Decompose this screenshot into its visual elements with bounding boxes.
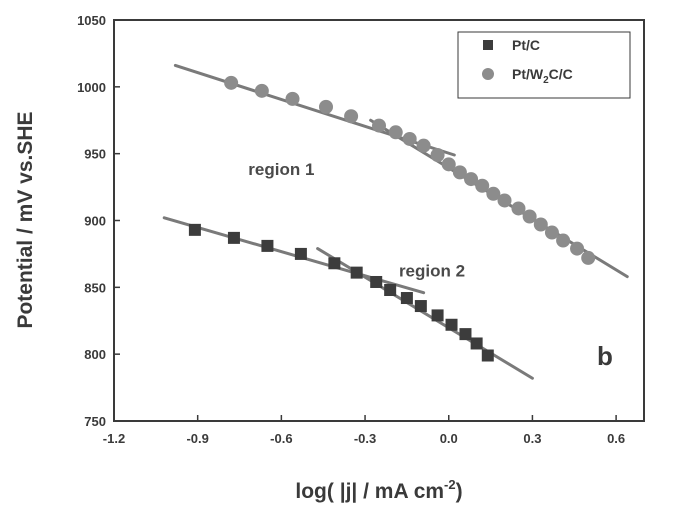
annotation-region-1: region 1 [248,160,314,179]
pt-c-point [384,284,397,297]
annotation-region-2: region 2 [399,262,465,281]
pt-w2c-c-point [285,91,300,106]
x-tick-label: 0.6 [607,431,625,446]
legend-marker-pt-w2c-c [482,68,494,80]
pt-w2c-c-point [464,172,479,187]
pt-w2c-c-point [486,186,501,201]
pt-c-point [261,239,274,252]
panel-label: b [597,341,613,371]
pt-w2c-c-point [581,250,596,265]
x-tick-label: -0.3 [354,431,376,446]
y-tick-label: 800 [84,347,106,362]
pt-w2c-c-point [441,157,456,172]
data-marks [188,75,596,362]
pt-w2c-c-point [388,125,403,140]
pt-w2c-c-point [430,148,445,163]
pt-w2c-c-point [556,233,571,248]
x-axis-ticks: -1.2 -0.9 -0.6 -0.3 0.0 0.3 0.6 [103,415,625,446]
pt-c-point [414,300,427,313]
pt-c-point [328,257,341,270]
pt-w2c-c-point [254,83,269,98]
y-tick-label: 1000 [77,80,106,95]
pt-w2c-c-point [475,178,490,193]
pt-w2c-c-point [497,193,512,208]
y-tick-label: 750 [84,414,106,429]
pt-c-point [370,275,383,288]
y-axis-title: Potential / mV vs.SHE [14,111,37,328]
legend: Pt/C Pt/W2C/C [457,31,631,99]
pt-c-point [188,223,201,236]
pt-w2c-c-point [533,217,548,232]
y-tick-label: 900 [84,214,106,229]
pt-c-point [227,231,240,244]
x-tick-label: -1.2 [103,431,125,446]
pt-w2c-c-point [319,99,333,114]
pt-c-point [481,349,494,362]
pt-w2c-c-point [452,165,467,180]
pt-c-point [431,309,444,322]
pt-w2c-c-point [344,109,359,124]
legend-marker-pt-c [483,40,493,50]
y-tick-label: 1050 [77,13,106,28]
x-tick-label: 0.3 [523,431,541,446]
fit-line-3 [162,216,426,295]
pt-w2c-c-point [511,201,526,216]
y-tick-label: 950 [84,147,106,162]
y-axis-ticks: 750 800 850 900 950 1000 1050 [77,13,120,429]
pt-w2c-c-point [570,241,585,256]
fit-lines [162,63,629,380]
pt-c-point [294,247,307,260]
pt-c-point [470,337,483,350]
pt-w2c-c-point [224,75,239,90]
y-tick-label: 850 [84,280,106,295]
pt-c-point [350,266,363,279]
x-tick-label: 0.0 [440,431,458,446]
pt-w2c-c-point [402,131,417,146]
x-tick-label: -0.9 [186,431,208,446]
pt-c-point [459,328,472,341]
pt-w2c-c-point [416,138,431,153]
x-axis-title: log( |j| / mA cm-2) [295,477,462,503]
pt-c-point [400,292,413,305]
legend-label-pt-w2c-c: Pt/W2C/C [512,66,573,86]
pt-w2c-c-point [544,225,559,240]
pt-w2c-c-point [522,209,537,224]
x-tick-label: -0.6 [270,431,292,446]
pt-c-point [445,318,458,331]
pt-w2c-c-point [372,118,386,133]
legend-label-pt-c: Pt/C [512,37,540,53]
